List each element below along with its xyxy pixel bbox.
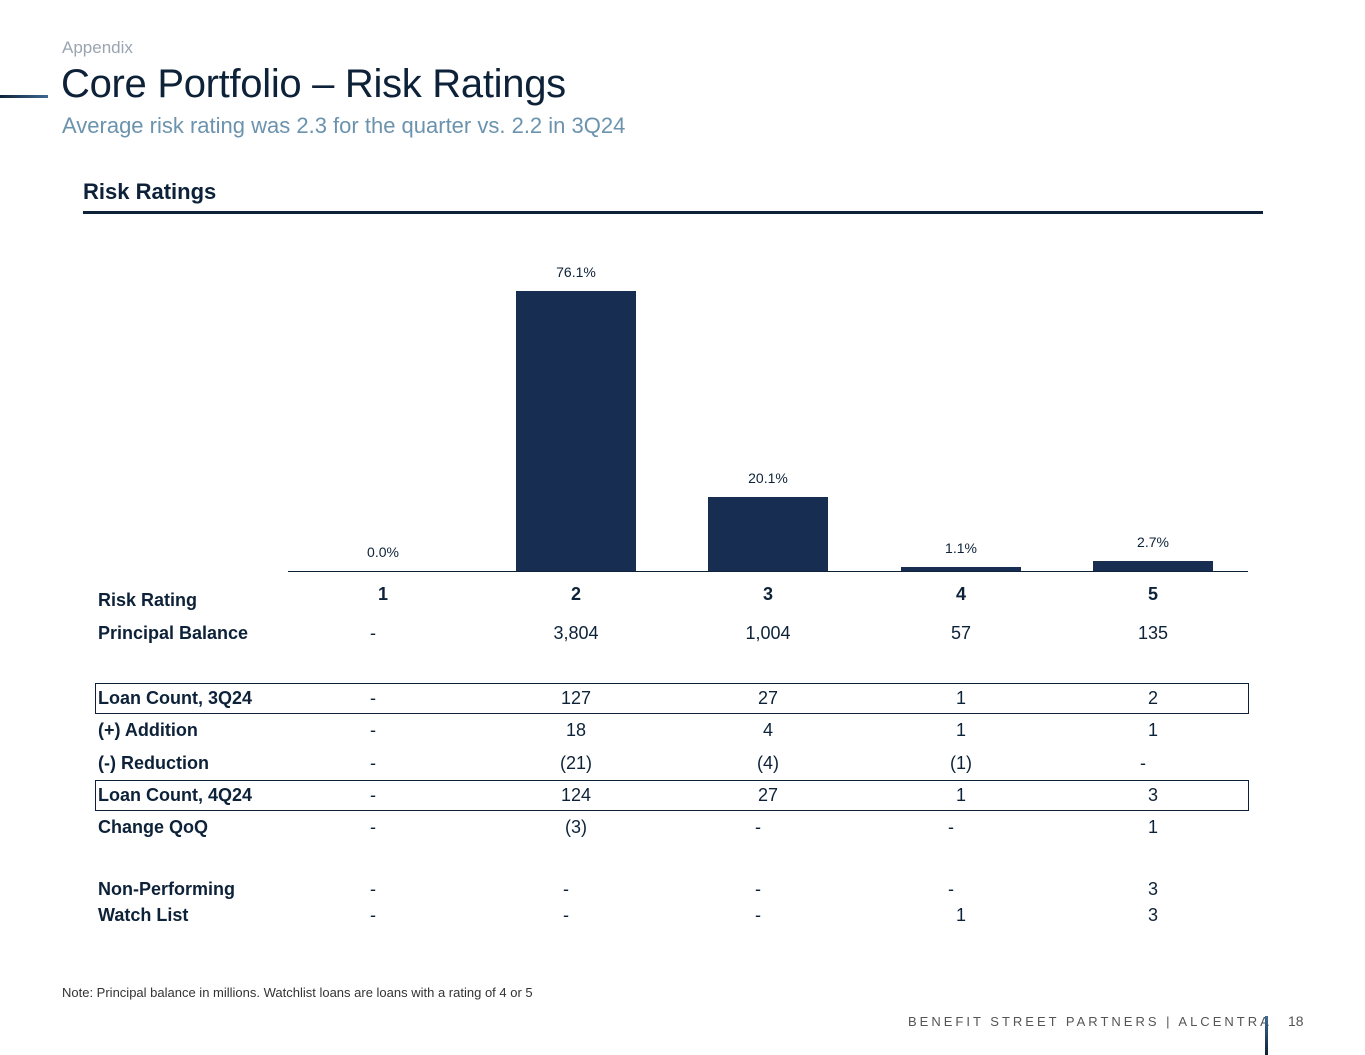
- table-cell: -: [755, 817, 761, 837]
- table-cell: -: [563, 879, 569, 899]
- row-label: Non-Performing: [98, 879, 235, 899]
- title-accent-line: [0, 95, 48, 98]
- table-cell: -: [370, 879, 376, 899]
- section-divider: [83, 211, 1263, 214]
- table-cell: (4): [757, 753, 779, 773]
- table-cell: (3): [565, 817, 587, 837]
- table-cell: 3: [762, 584, 773, 604]
- loan-count-4q24-box: [95, 780, 1249, 811]
- footer-divider: [1265, 1016, 1268, 1055]
- table-row: (-) Reduction - (21) (4) (1) -: [98, 753, 1248, 777]
- table-cell: -: [370, 785, 376, 805]
- bar-rating-4: [901, 567, 1021, 571]
- table-row: Watch List - - - 1 3: [98, 905, 1248, 929]
- data-label: 0.0%: [367, 544, 399, 560]
- table-cell: 3,804: [553, 623, 599, 643]
- loan-count-3q24-box: [95, 683, 1249, 714]
- table-row: Risk Rating 1 2 3 4 5: [98, 584, 1248, 612]
- table-cell: 127: [560, 688, 592, 708]
- table-cell: 27: [757, 785, 779, 805]
- table-cell: 4: [955, 584, 966, 604]
- bar-rating-5: [1093, 561, 1213, 571]
- table-row: (+) Addition - 18 4 1 1: [98, 720, 1248, 744]
- row-label: Watch List: [98, 905, 189, 925]
- table-cell: 135: [1137, 623, 1169, 643]
- table-cell: 1: [955, 688, 966, 708]
- table-cell: -: [370, 905, 376, 925]
- page-subtitle: Average risk rating was 2.3 for the quar…: [62, 113, 626, 138]
- footnote: Note: Principal balance in millions. Wat…: [62, 985, 533, 1000]
- row-label: Risk Rating: [98, 590, 198, 610]
- table-cell: -: [370, 623, 376, 643]
- table-row: Loan Count, 3Q24 - 127 27 1 2: [98, 688, 1248, 712]
- table-cell: 3: [1147, 905, 1158, 925]
- table-cell: 1: [377, 584, 388, 604]
- table-cell: -: [370, 720, 376, 740]
- table-cell: (21): [559, 753, 592, 773]
- footer-brand: BENEFIT STREET PARTNERS | ALCENTRA: [908, 1014, 1272, 1029]
- table-cell: -: [755, 879, 761, 899]
- row-label: Principal Balance: [98, 623, 249, 643]
- table-cell: 1: [955, 720, 966, 740]
- table-cell: 1: [1147, 720, 1158, 740]
- table-row: Principal Balance - 3,804 1,004 57 135: [98, 623, 1248, 647]
- table-row: Change QoQ - (3) - - 1: [98, 817, 1248, 841]
- table-cell: -: [370, 817, 376, 837]
- table-cell: 1: [955, 905, 966, 925]
- breadcrumb: Appendix: [62, 38, 133, 57]
- data-label: 76.1%: [556, 264, 596, 280]
- table-cell: 3: [1147, 785, 1158, 805]
- table-cell: 1,004: [745, 623, 791, 643]
- table-cell: 5: [1147, 584, 1158, 604]
- data-label: 20.1%: [748, 470, 788, 486]
- row-label: Loan Count, 3Q24: [98, 688, 253, 708]
- row-label: Loan Count, 4Q24: [98, 785, 253, 805]
- data-label: 2.7%: [1137, 534, 1169, 550]
- data-label: 1.1%: [945, 540, 977, 556]
- table-cell: -: [948, 817, 954, 837]
- row-label: (+) Addition: [98, 720, 198, 740]
- table-cell: 1: [1147, 817, 1158, 837]
- table-cell: 1: [955, 785, 966, 805]
- bar-rating-2: [516, 291, 636, 571]
- table-row: Loan Count, 4Q24 - 124 27 1 3: [98, 785, 1248, 809]
- table-cell: 4: [762, 720, 773, 740]
- table-cell: -: [755, 905, 761, 925]
- table-cell: 3: [1147, 879, 1158, 899]
- table-cell: 57: [950, 623, 972, 643]
- row-label: (-) Reduction: [98, 753, 209, 773]
- table-cell: 2: [1147, 688, 1158, 708]
- row-label: Change QoQ: [98, 817, 209, 837]
- page-number: 18: [1288, 1013, 1304, 1029]
- table-cell: (1): [950, 753, 972, 773]
- table-cell: -: [948, 879, 954, 899]
- table-cell: -: [1140, 753, 1146, 773]
- table-cell: -: [563, 905, 569, 925]
- table-row: Non-Performing - - - - 3: [98, 879, 1248, 903]
- table-cell: 18: [565, 720, 587, 740]
- table-cell: -: [370, 688, 376, 708]
- page-title: Core Portfolio – Risk Ratings: [61, 62, 566, 106]
- section-title: Risk Ratings: [83, 179, 217, 204]
- table-cell: 2: [570, 584, 581, 604]
- table-cell: -: [370, 753, 376, 773]
- chart-baseline: [288, 571, 1248, 572]
- table-cell: 124: [560, 785, 592, 805]
- table-cell: 27: [757, 688, 779, 708]
- bar-rating-3: [708, 497, 828, 571]
